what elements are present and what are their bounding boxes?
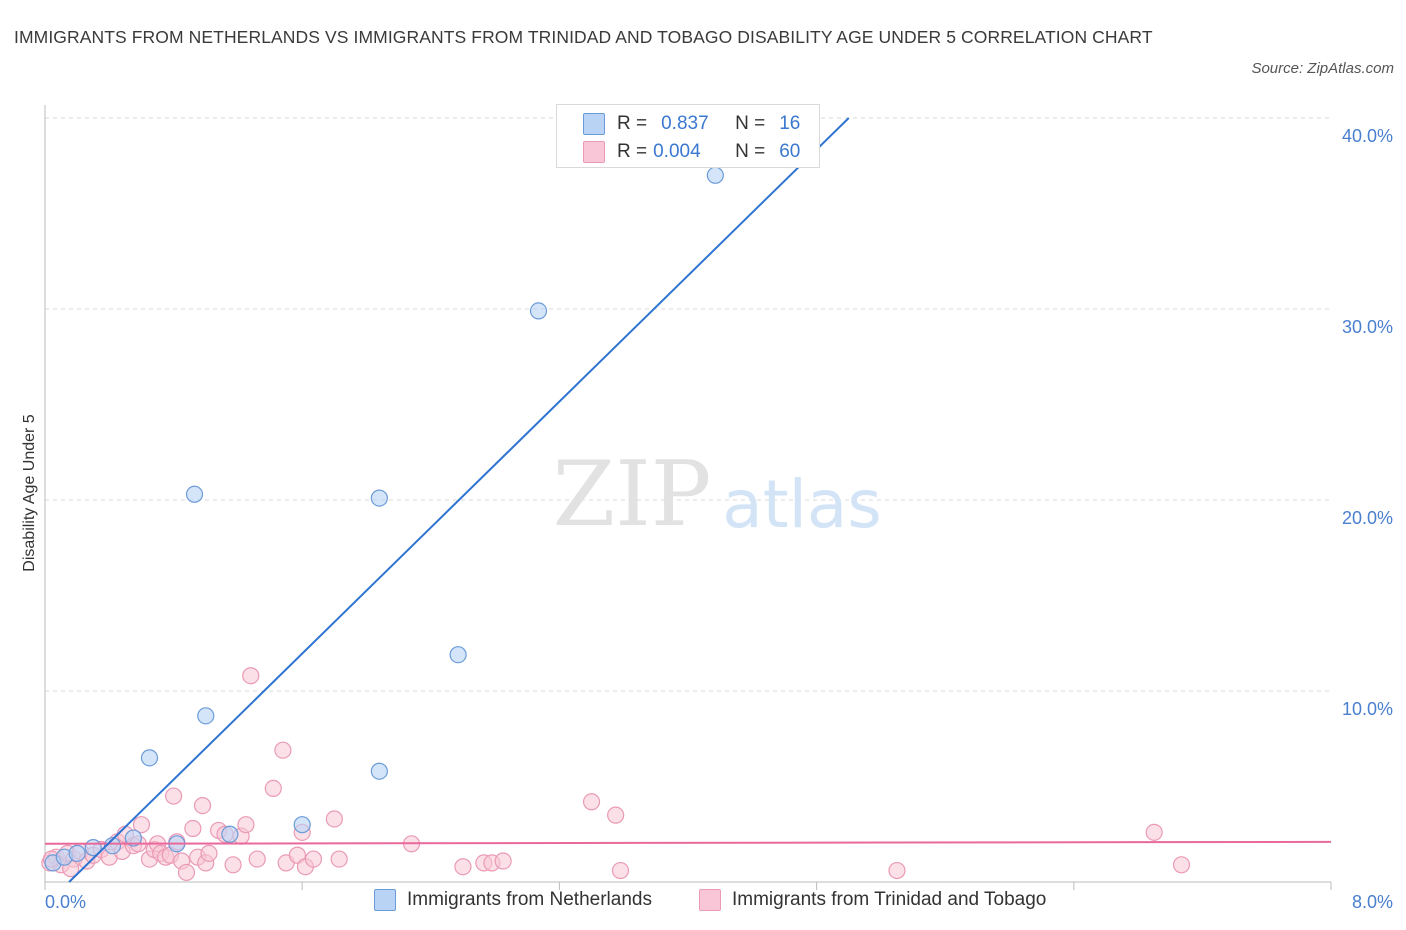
blue-data-point <box>124 829 143 847</box>
source-label: Source: ZipAtlas.com <box>1251 60 1394 77</box>
blue-series-points <box>44 166 724 872</box>
y-tick-label: 10.0% <box>1342 699 1393 719</box>
legend-n-label: N = <box>735 141 766 162</box>
legend-item-netherlands: Immigrants from Netherlands <box>374 889 652 911</box>
legend-n-label: N = <box>735 113 766 134</box>
pink-data-point <box>237 816 255 834</box>
trend-lines <box>44 117 1332 883</box>
pink-data-point <box>330 850 348 868</box>
y-tick-label: 40.0% <box>1342 126 1393 146</box>
pink-data-point <box>242 667 260 685</box>
stats-legend: R = 0.837 N = 16 R = 0.004 N = 60 <box>556 104 820 168</box>
pink-data-point <box>494 852 512 870</box>
blue-data-point <box>140 749 159 767</box>
watermark-zip: ZIP <box>553 442 712 547</box>
y-tick-label: 30.0% <box>1342 317 1393 337</box>
pink-data-point <box>454 858 472 876</box>
pink-data-point <box>224 856 242 874</box>
blue-data-point <box>221 825 239 843</box>
pink-data-point <box>1172 856 1191 874</box>
pink-data-point <box>264 779 282 798</box>
pink-data-point <box>132 816 151 834</box>
pink-data-point <box>325 810 343 828</box>
tick-labels: 10.0% 20.0% 30.0% 40.0% 0.0% 8.0% <box>45 126 1393 912</box>
blue-data-point <box>706 166 724 184</box>
blue-data-point <box>68 844 86 862</box>
pink-data-point <box>607 806 625 824</box>
pink-series-points <box>41 667 1191 882</box>
pink-data-point <box>200 844 218 862</box>
legend-item-trinidad: Immigrants from Trinidad and Tobago <box>699 889 1046 911</box>
blue-data-point <box>449 646 467 664</box>
pink-trend-line <box>44 840 1332 845</box>
watermark: ZIP atlas <box>553 442 882 547</box>
x-tick-label: 8.0% <box>1352 892 1393 912</box>
blue-data-point <box>293 816 311 834</box>
pink-data-point <box>184 819 202 838</box>
legend-row-blue: R = 0.837 N = 16 <box>583 111 800 137</box>
pink-data-point <box>304 850 323 868</box>
axes <box>44 105 1332 890</box>
legend-r-label: R = <box>617 141 648 162</box>
legend-row-pink: R = 0.004 N = 60 <box>583 139 800 165</box>
blue-swatch-icon <box>583 113 605 135</box>
blue-data-point <box>370 489 388 507</box>
x-tick-label: 0.0% <box>45 892 86 912</box>
pink-data-point <box>248 850 266 868</box>
pink-data-point <box>1145 823 1163 841</box>
pink-data-point <box>177 863 196 882</box>
legend-label: Immigrants from Trinidad and Tobago <box>732 889 1047 910</box>
legend-label: Immigrants from Netherlands <box>407 889 652 910</box>
blue-data-point <box>529 302 548 320</box>
series-legend: Immigrants from Netherlands Immigrants f… <box>0 889 1406 917</box>
pink-data-point <box>165 787 183 805</box>
grid-lines <box>45 117 1331 692</box>
watermark-atlas: atlas <box>722 466 882 543</box>
legend-r-value: 0.837 <box>661 113 709 134</box>
blue-data-point <box>103 837 122 855</box>
pink-swatch-icon <box>699 889 721 911</box>
pink-swatch-icon <box>583 141 605 163</box>
legend-n-value: 16 <box>779 113 801 134</box>
pink-data-point <box>888 861 906 880</box>
y-axis-label: Disability Age Under 5 <box>21 414 38 572</box>
blue-data-point <box>370 762 388 780</box>
blue-data-point <box>185 485 204 503</box>
pink-data-point <box>274 741 292 759</box>
pink-data-point <box>193 796 212 815</box>
y-tick-label: 20.0% <box>1342 508 1393 528</box>
legend-n-value: 60 <box>779 141 801 162</box>
legend-r-label: R = <box>617 113 648 134</box>
pink-data-point <box>582 793 601 811</box>
legend-r-value: 0.004 <box>653 141 701 162</box>
chart-title: IMMIGRANTS FROM NETHERLANDS VS IMMIGRANT… <box>14 27 1153 47</box>
pink-data-point <box>611 861 630 880</box>
blue-trend-line <box>68 117 850 883</box>
blue-data-point <box>197 707 215 725</box>
blue-swatch-icon <box>374 889 396 911</box>
